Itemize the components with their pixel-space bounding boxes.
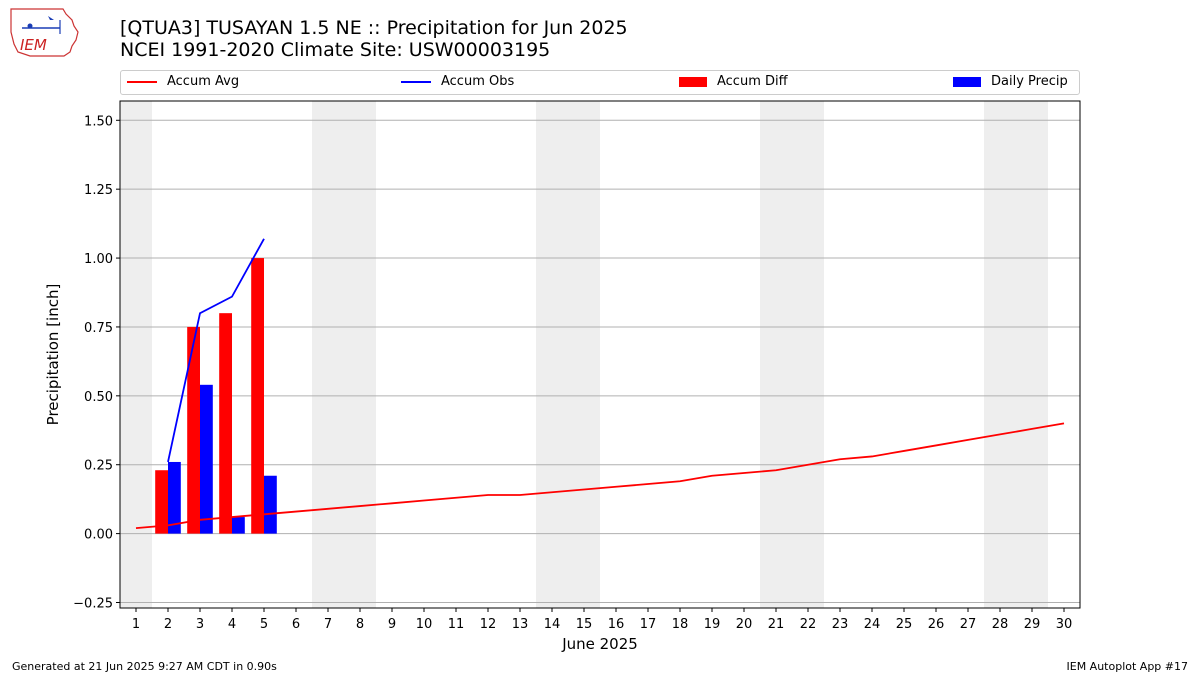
x-tick-label: 29 — [1024, 617, 1041, 632]
x-tick-label: 28 — [992, 617, 1009, 632]
weekend-shade — [312, 101, 376, 608]
footer-app: IEM Autoplot App #17 — [1066, 660, 1189, 673]
x-tick-label: 23 — [832, 617, 849, 632]
y-tick-label: 0.25 — [84, 459, 113, 474]
weekend-shade — [120, 101, 152, 608]
legend-swatch-daily-precip — [953, 76, 981, 87]
bar-accum-diff — [219, 313, 232, 534]
x-tick-label: 3 — [196, 617, 204, 632]
svg-text:IEM: IEM — [20, 36, 47, 54]
legend-item-daily-precip: Daily Precip — [953, 74, 1068, 92]
x-tick-label: 7 — [324, 617, 332, 632]
weekend-shade — [760, 101, 824, 608]
legend-item-accum-diff: Accum Diff — [679, 74, 788, 92]
x-tick-label: 10 — [416, 617, 433, 632]
legend-item-accum-avg: Accum Avg — [127, 74, 239, 92]
line-accum-avg — [135, 422, 1065, 529]
x-tick-label: 30 — [1056, 617, 1073, 632]
x-tick-label: 27 — [960, 617, 977, 632]
y-tick-label: 1.00 — [84, 252, 113, 267]
x-tick-label: 1 — [132, 617, 140, 632]
bar-accum-diff — [187, 326, 200, 534]
footer-generated: Generated at 21 Jun 2025 9:27 AM CDT in … — [12, 660, 277, 673]
x-tick-label: 16 — [608, 617, 625, 632]
x-tick-label: 17 — [640, 617, 657, 632]
plot-frame — [119, 100, 1081, 609]
x-tick-label: 14 — [544, 617, 561, 632]
legend-item-accum-obs: Accum Obs — [401, 74, 514, 92]
x-tick-label: 5 — [260, 617, 268, 632]
y-tick-label: 0.00 — [84, 528, 113, 543]
x-tick-label: 6 — [292, 617, 300, 632]
bar-daily-precip — [264, 475, 277, 534]
x-tick-label: 24 — [864, 617, 881, 632]
x-tick-label: 25 — [896, 617, 913, 632]
x-tick-label: 4 — [228, 617, 236, 632]
x-tick-label: 15 — [576, 617, 593, 632]
legend-label: Accum Obs — [441, 74, 515, 89]
bar-daily-precip — [200, 384, 213, 534]
x-tick-label: 12 — [480, 617, 497, 632]
x-tick-label: 21 — [768, 617, 785, 632]
legend-swatch-accum-avg — [127, 80, 157, 83]
x-tick-label: 19 — [704, 617, 721, 632]
x-tick-label: 22 — [800, 617, 817, 632]
y-axis-label: Precipitation [inch] — [44, 284, 62, 426]
y-tick-label: 1.50 — [84, 114, 113, 129]
x-tick-label: 9 — [388, 617, 396, 632]
chart-subtitle: NCEI 1991-2020 Climate Site: USW00003195 — [120, 39, 551, 61]
y-tick-label: 0.50 — [84, 390, 113, 405]
x-tick-label: 8 — [356, 617, 364, 632]
x-tick-label: 11 — [448, 617, 465, 632]
weekend-shade — [536, 101, 600, 608]
legend-label: Accum Diff — [717, 74, 788, 89]
legend-swatch-accum-obs — [401, 80, 431, 83]
y-tick-label: −0.25 — [73, 596, 113, 611]
x-tick-label: 2 — [164, 617, 172, 632]
y-tick-label: 1.25 — [84, 183, 113, 198]
bar-accum-diff — [155, 470, 168, 534]
bar-accum-diff — [251, 258, 264, 534]
x-tick-label: 20 — [736, 617, 753, 632]
line-accum-obs — [167, 238, 265, 463]
x-tick-label: 18 — [672, 617, 689, 632]
legend-swatch-accum-diff — [679, 76, 707, 87]
weekend-shade — [984, 101, 1048, 608]
x-axis-label: June 2025 — [561, 635, 638, 653]
legend-label: Daily Precip — [991, 74, 1068, 89]
bar-daily-precip — [232, 517, 245, 534]
y-tick-label: 0.75 — [84, 321, 113, 336]
iem-logo: IEM — [10, 8, 79, 57]
legend-label: Accum Avg — [167, 74, 240, 89]
bar-daily-precip — [168, 461, 181, 534]
chart-legend: Accum Avg Accum Obs Accum Diff Daily Pre… — [120, 70, 1080, 95]
chart-title: [QTUA3] TUSAYAN 1.5 NE :: Precipitation … — [120, 17, 628, 39]
x-tick-label: 26 — [928, 617, 945, 632]
x-tick-label: 13 — [512, 617, 529, 632]
